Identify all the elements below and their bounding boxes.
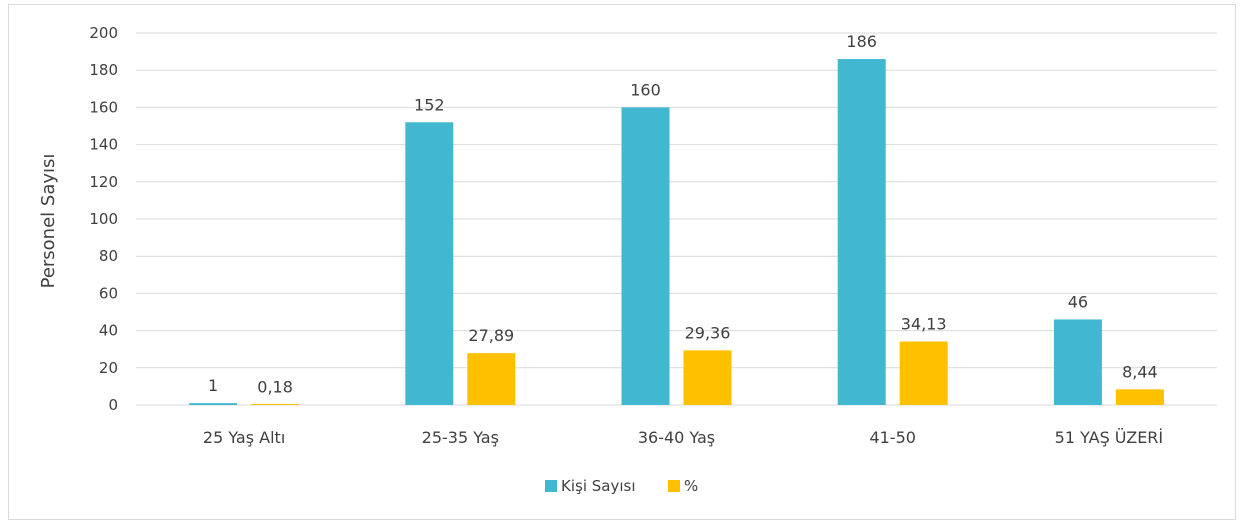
data-label: 27,89 [468, 326, 514, 345]
bar-percent [1115, 389, 1164, 405]
y-tick-label: 200 [89, 24, 118, 42]
data-label: 8,44 [1122, 362, 1158, 381]
x-category-label: 41-50 [869, 428, 916, 447]
y-tick-label: 60 [99, 284, 118, 302]
legend-swatch [668, 480, 680, 492]
bar-kisi-sayisi [1053, 319, 1102, 405]
y-tick-label: 120 [89, 173, 118, 191]
data-label: 46 [1068, 292, 1088, 311]
data-labels: 1 0,18 152 27,89 160 29,36 186 34,13 46 8,44 [208, 32, 1158, 397]
data-label: 152 [414, 95, 445, 114]
y-tick-label: 180 [89, 61, 118, 79]
y-tick-label: 20 [99, 359, 118, 377]
x-category-label: 25 Yaş Altı [203, 428, 285, 447]
gridlines [136, 32, 1217, 406]
data-label: 34,13 [901, 315, 947, 334]
bar-kisi-sayisi [405, 122, 454, 405]
bar-percent [683, 350, 732, 405]
legend-label: % [684, 477, 698, 495]
bars [189, 59, 1164, 406]
y-tick-label: 160 [89, 98, 118, 116]
bar-chart: 0 20 40 60 80 100 120 140 160 180 200 1 0,18 152 27,8… [38, 24, 1217, 495]
x-category-label: 36-40 Yaş [638, 428, 715, 447]
bar-percent [467, 353, 516, 405]
bar-percent [899, 341, 948, 405]
x-axis-categories: 25 Yaş Altı 25-35 Yaş 36-40 Yaş 41-50 51 YAŞ… [203, 428, 1163, 447]
y-axis-title: Personel Sayısı [38, 154, 59, 289]
legend: Kişi Sayısı% [545, 477, 698, 495]
data-label: 186 [846, 32, 877, 51]
bar-kisi-sayisi [189, 403, 238, 405]
y-tick-label: 80 [99, 247, 118, 265]
legend-label: Kişi Sayısı [561, 477, 636, 495]
y-tick-label: 100 [89, 210, 118, 228]
y-tick-label: 0 [108, 396, 118, 414]
y-tick-label: 140 [89, 136, 118, 154]
data-label: 29,36 [685, 323, 731, 342]
bar-percent [251, 404, 300, 405]
bar-kisi-sayisi [621, 107, 670, 406]
y-axis-ticks: 0 20 40 60 80 100 120 140 160 180 200 [89, 24, 118, 414]
chart-frame: 0 20 40 60 80 100 120 140 160 180 200 1 0,18 152 27,8… [8, 4, 1236, 520]
x-category-label: 25-35 Yaş [422, 428, 499, 447]
y-tick-label: 40 [99, 322, 118, 340]
x-category-label: 51 YAŞ ÜZERİ [1055, 428, 1164, 447]
data-label: 1 [208, 376, 218, 395]
legend-swatch [545, 480, 557, 492]
data-label: 0,18 [257, 378, 293, 397]
bar-kisi-sayisi [837, 59, 886, 405]
data-label: 160 [630, 80, 661, 99]
